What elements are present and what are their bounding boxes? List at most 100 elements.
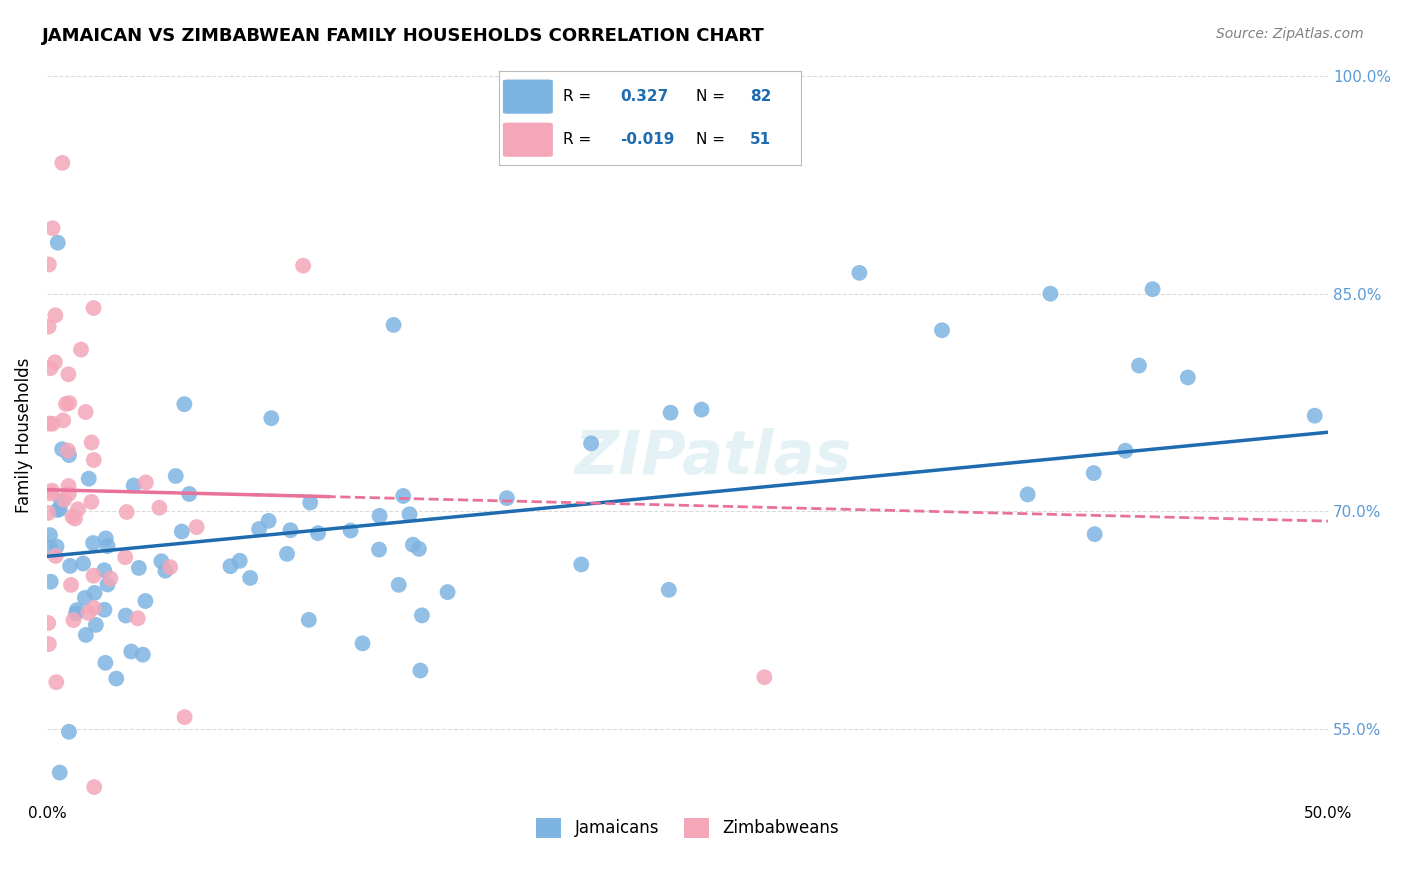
Point: [46, 235, 69, 250]
Point: [45, 540, 67, 554]
Point: [569, 558, 592, 572]
Point: [848, 266, 870, 280]
Point: [398, 508, 420, 522]
Point: [409, 664, 432, 678]
Text: 51: 51: [749, 132, 770, 147]
Point: [83, 453, 105, 467]
Point: [1303, 409, 1326, 423]
Point: [1084, 527, 1107, 541]
Point: [38, 417, 60, 431]
Point: [52, 413, 75, 427]
Point: [298, 613, 321, 627]
Point: [122, 478, 145, 492]
Point: [41, 483, 63, 498]
Point: [83, 780, 105, 794]
Point: [51, 442, 73, 457]
Point: [37, 506, 59, 520]
Point: [39, 528, 62, 542]
Point: [94, 532, 117, 546]
Point: [38, 541, 60, 555]
Point: [114, 550, 136, 565]
Legend: Jamaicans, Zimbabweans: Jamaicans, Zimbabweans: [530, 811, 845, 845]
Point: [105, 672, 128, 686]
Point: [307, 526, 329, 541]
Point: [58, 487, 80, 501]
Point: [257, 514, 280, 528]
Point: [247, 522, 270, 536]
Point: [45, 549, 67, 563]
Point: [690, 402, 713, 417]
Text: R =: R =: [562, 89, 596, 104]
Point: [165, 469, 187, 483]
Point: [73, 591, 96, 605]
Point: [408, 541, 430, 556]
Text: R =: R =: [562, 132, 596, 147]
Point: [58, 479, 80, 493]
Point: [39, 574, 62, 589]
Point: [100, 572, 122, 586]
Point: [339, 524, 361, 538]
Point: [56, 443, 79, 458]
Point: [83, 568, 105, 582]
Point: [132, 648, 155, 662]
Point: [186, 520, 208, 534]
Point: [62, 613, 84, 627]
Point: [84, 618, 107, 632]
Point: [1039, 286, 1062, 301]
Point: [53, 492, 76, 507]
Point: [115, 505, 138, 519]
Point: [1017, 487, 1039, 501]
Point: [411, 608, 433, 623]
Point: [51, 156, 73, 170]
Point: [276, 547, 298, 561]
Text: 0.327: 0.327: [620, 89, 668, 104]
Point: [179, 487, 201, 501]
Point: [80, 435, 103, 450]
Point: [45, 675, 67, 690]
Point: [127, 611, 149, 625]
Point: [658, 582, 681, 597]
Point: [229, 554, 252, 568]
Text: JAMAICAN VS ZIMBABWEAN FAMILY HOUSEHOLDS CORRELATION CHART: JAMAICAN VS ZIMBABWEAN FAMILY HOUSEHOLDS…: [42, 27, 765, 45]
Point: [72, 557, 94, 571]
Text: ZIPatlas: ZIPatlas: [575, 427, 852, 486]
Point: [46, 503, 69, 517]
Point: [96, 539, 118, 553]
Point: [150, 554, 173, 568]
Point: [77, 472, 100, 486]
Point: [75, 405, 97, 419]
Point: [292, 259, 315, 273]
Point: [70, 343, 93, 357]
Point: [352, 636, 374, 650]
Text: -0.019: -0.019: [620, 132, 675, 147]
Point: [299, 495, 322, 509]
Text: Source: ZipAtlas.com: Source: ZipAtlas.com: [1216, 27, 1364, 41]
Point: [148, 500, 170, 515]
Point: [579, 436, 602, 450]
Text: 82: 82: [749, 89, 772, 104]
Point: [66, 603, 89, 617]
Point: [44, 308, 66, 322]
Point: [388, 578, 411, 592]
Point: [1083, 466, 1105, 480]
Point: [1177, 370, 1199, 384]
Point: [80, 495, 103, 509]
Point: [63, 511, 86, 525]
Point: [239, 571, 262, 585]
FancyBboxPatch shape: [502, 78, 554, 114]
Point: [41, 417, 63, 431]
Point: [495, 491, 517, 505]
Point: [94, 656, 117, 670]
Point: [62, 509, 84, 524]
Point: [134, 594, 156, 608]
Point: [754, 670, 776, 684]
Text: N =: N =: [696, 132, 730, 147]
Point: [219, 559, 242, 574]
Point: [155, 564, 177, 578]
Point: [65, 607, 87, 621]
Point: [93, 563, 115, 577]
Point: [114, 608, 136, 623]
Point: [48, 765, 70, 780]
Point: [82, 536, 104, 550]
Point: [83, 301, 105, 315]
